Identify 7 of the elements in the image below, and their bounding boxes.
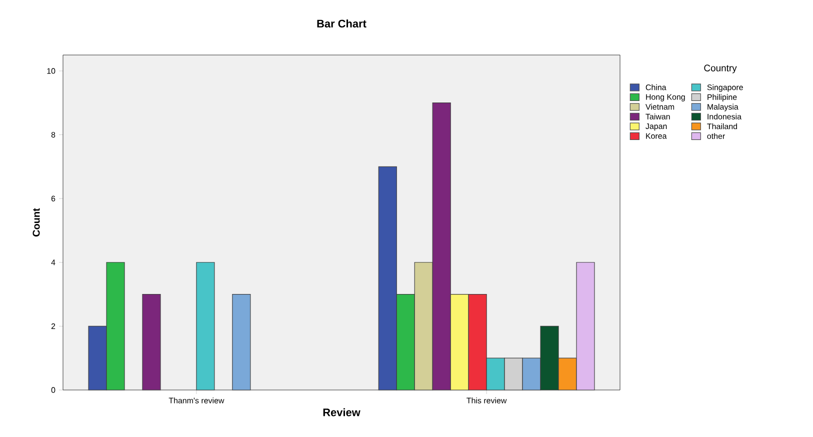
bar [232,294,251,390]
x-axis-title: Review [323,408,360,416]
chart-title: Bar Chart [317,19,366,28]
y-axis-title: Count [32,208,40,236]
legend-title: Country [704,64,737,74]
bar [142,294,161,390]
bar [196,262,215,390]
